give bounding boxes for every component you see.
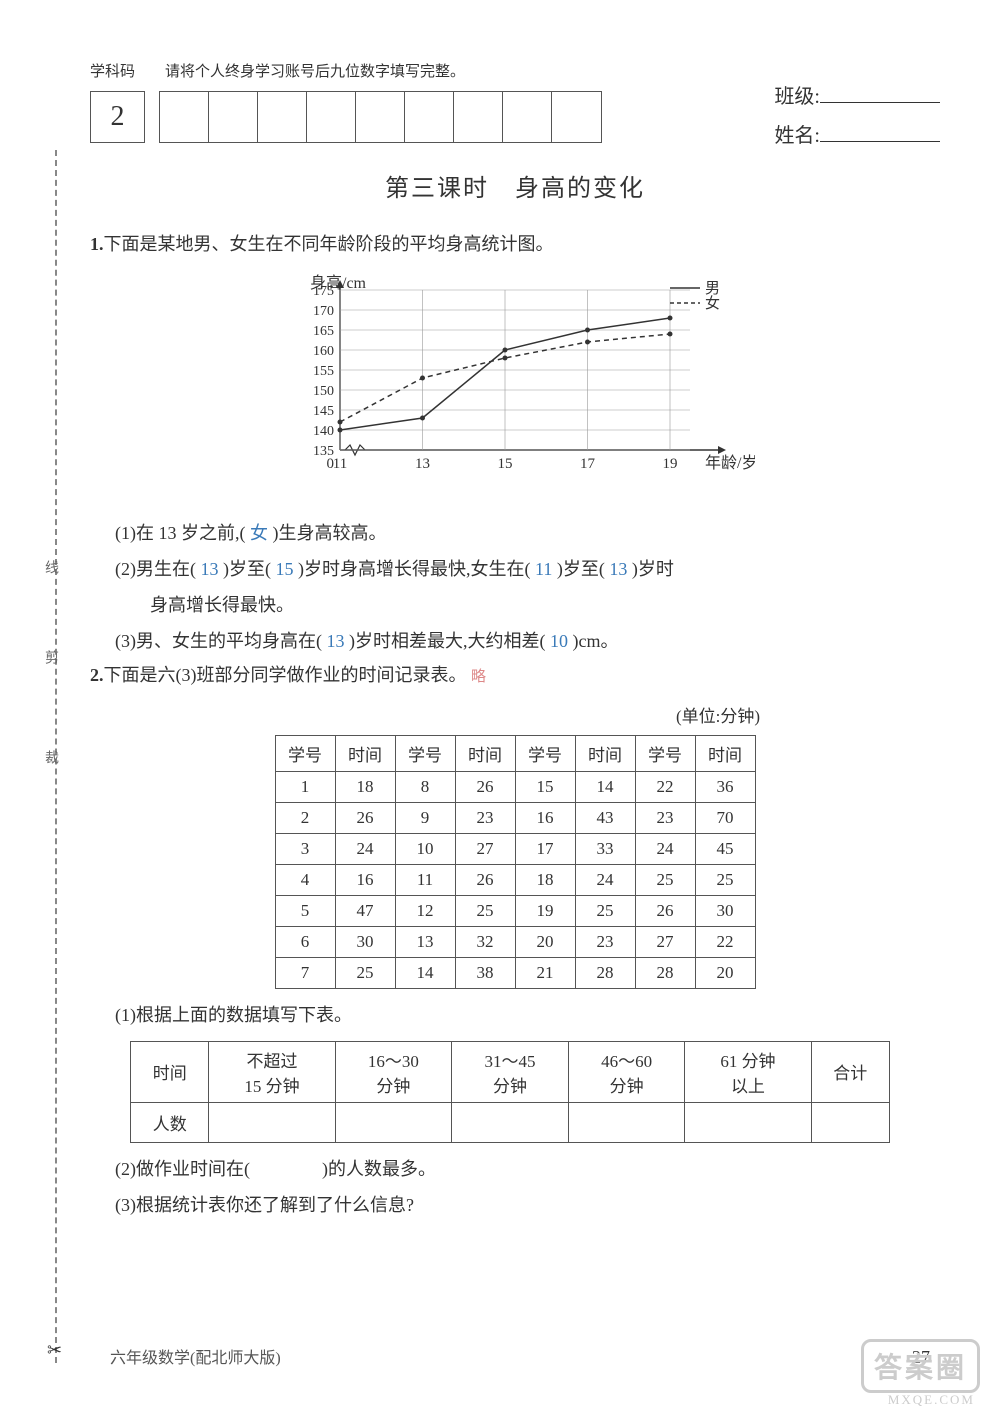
summary-cell[interactable] <box>209 1102 335 1142</box>
svg-text:160: 160 <box>313 344 334 359</box>
q1-text: 下面是某地男、女生在不同年龄阶段的平均身高统计图。 <box>104 234 554 254</box>
table-row: 416112618242525 <box>275 864 755 895</box>
summary-header: 16～30分钟 <box>335 1041 452 1102</box>
q1-sub2-line2: 身高增长得最快。 <box>150 587 940 623</box>
summary-row-label: 人数 <box>131 1102 209 1142</box>
svg-text:170: 170 <box>313 304 334 319</box>
svg-text:15: 15 <box>498 456 513 472</box>
summary-cell[interactable] <box>568 1102 685 1142</box>
fixed-code: 2 <box>90 91 145 143</box>
svg-text:0: 0 <box>327 456 335 472</box>
code-grid[interactable] <box>159 91 602 143</box>
table-header: 学号 <box>275 735 335 771</box>
q2-sub2: (2)做作业时间在( )的人数最多。 <box>115 1151 940 1187</box>
table-row: 11882615142236 <box>275 771 755 802</box>
table-header: 时间 <box>335 735 395 771</box>
svg-text:150: 150 <box>313 384 334 399</box>
watermark: 答案圈 <box>861 1339 980 1393</box>
table-row: 630133220232722 <box>275 926 755 957</box>
summary-cell[interactable] <box>335 1102 452 1142</box>
question-2: 2.下面是六(3)班部分同学做作业的时间记录表。 略 <box>90 659 940 691</box>
summary-header: 时间 <box>131 1041 209 1102</box>
q1-sub2: (2)男生在( 13 )岁至( 15 )岁时身高增长得最快,女生在( 11 )岁… <box>115 551 940 587</box>
cut-label-c: 裁 <box>40 750 60 764</box>
code-cell[interactable] <box>405 92 454 142</box>
svg-text:11: 11 <box>333 456 347 472</box>
code-cell[interactable] <box>356 92 405 142</box>
cut-label-b: 剪 <box>40 650 60 664</box>
table-row: 22692316432370 <box>275 802 755 833</box>
name-blank[interactable] <box>820 120 940 142</box>
svg-text:女: 女 <box>705 294 720 312</box>
table-row: 324102717332445 <box>275 833 755 864</box>
code-cell[interactable] <box>552 92 601 142</box>
q2-note: 略 <box>471 669 486 685</box>
svg-text:140: 140 <box>313 424 334 439</box>
svg-text:身高/cm: 身高/cm <box>310 274 367 292</box>
table-header: 时间 <box>575 735 635 771</box>
summary-cell[interactable] <box>452 1102 569 1142</box>
summary-header: 不超过15 分钟 <box>209 1041 335 1102</box>
q2-text: 下面是六(3)班部分同学做作业的时间记录表。 <box>104 665 467 685</box>
summary-cell[interactable] <box>685 1102 811 1142</box>
cut-label-a: 线 <box>40 560 60 574</box>
summary-table: 时间不超过15 分钟16～30分钟31～45分钟46～60分钟61 分钟以上合计… <box>130 1041 890 1143</box>
code-cell[interactable] <box>307 92 356 142</box>
svg-text:13: 13 <box>415 456 430 472</box>
q2-sub1: (1)根据上面的数据填写下表。 <box>115 997 940 1033</box>
data-table: 学号时间学号时间学号时间学号时间118826151422362269231643… <box>275 735 756 989</box>
class-info: 班级: 姓名: <box>774 80 940 158</box>
summary-header: 31～45分钟 <box>452 1041 569 1102</box>
svg-text:145: 145 <box>313 404 334 419</box>
summary-header: 61 分钟以上 <box>685 1041 811 1102</box>
summary-cell[interactable] <box>811 1102 890 1142</box>
code-cell[interactable] <box>209 92 258 142</box>
watermark-sub: MXQE.COM <box>888 1392 975 1408</box>
class-label: 班级: <box>774 86 820 108</box>
q2-sub3: (3)根据统计表你还了解到了什么信息? <box>115 1187 940 1223</box>
table-header: 学号 <box>395 735 455 771</box>
name-label: 姓名: <box>774 125 820 147</box>
summary-header: 46～60分钟 <box>568 1041 685 1102</box>
code-cell[interactable] <box>258 92 307 142</box>
class-blank[interactable] <box>820 81 940 103</box>
page-title: 第三课时 身高的变化 <box>90 168 940 203</box>
footer: 六年级数学(配北师大版) <box>110 1344 281 1368</box>
svg-text:155: 155 <box>313 364 334 379</box>
svg-text:165: 165 <box>313 324 334 339</box>
unit-note: (单位:分钟) <box>90 702 760 727</box>
q2-sub2-blank[interactable] <box>250 1159 322 1179</box>
table-header: 时间 <box>455 735 515 771</box>
q1-sub1-ans: 女 <box>245 523 272 543</box>
header: 学科码 请将个人终身学习账号后九位数字填写完整。 <box>90 60 940 81</box>
table-row: 725143821282820 <box>275 957 755 988</box>
q1-sub3: (3)男、女生的平均身高在( 13 )岁时相差最大,大约相差( 10 )cm。 <box>115 623 940 659</box>
table-header: 学号 <box>515 735 575 771</box>
table-header: 学号 <box>635 735 695 771</box>
q1-num: 1. <box>90 234 104 254</box>
summary-header: 合计 <box>811 1041 890 1102</box>
q2-num: 2. <box>90 665 104 685</box>
table-row: 547122519252630 <box>275 895 755 926</box>
svg-text:17: 17 <box>580 456 596 472</box>
height-chart: 13514014515015516016517017511131517190身高… <box>275 270 755 500</box>
svg-text:19: 19 <box>663 456 678 472</box>
question-1: 1.下面是某地男、女生在不同年龄阶段的平均身高统计图。 <box>90 228 940 260</box>
code-cell[interactable] <box>160 92 209 142</box>
table-header: 时间 <box>695 735 755 771</box>
q1-sub1: (1)在 13 岁之前,( 女 )生身高较高。 <box>115 515 940 551</box>
subject-code-label: 学科码 <box>90 60 135 81</box>
code-cell[interactable] <box>454 92 503 142</box>
scissors-icon: ✂ <box>47 1340 62 1361</box>
svg-text:年龄/岁: 年龄/岁 <box>705 454 755 472</box>
instruction: 请将个人终身学习账号后九位数字填写完整。 <box>165 60 465 81</box>
code-cell[interactable] <box>503 92 552 142</box>
svg-text:男: 男 <box>705 281 720 297</box>
